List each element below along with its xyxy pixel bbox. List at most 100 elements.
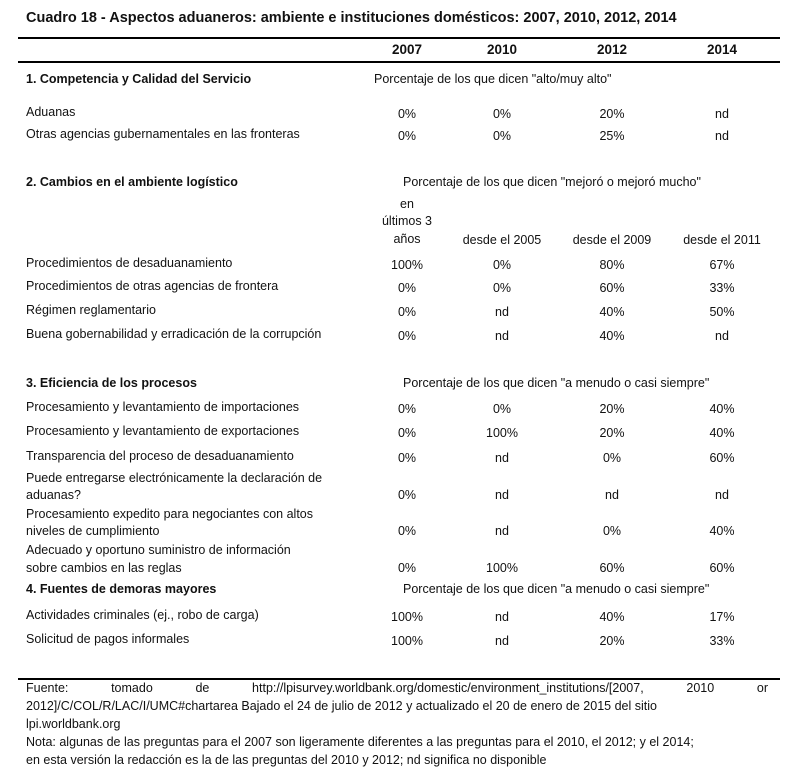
cell-value: 0% (602, 524, 622, 538)
cell-value: 50% (709, 305, 735, 319)
row-label: Otras agencias gubernamentales en las fr… (26, 127, 300, 141)
cell-value: 80% (599, 258, 625, 272)
section-title: 3. Eficiencia de los procesos (26, 376, 197, 390)
source-prefix: Fuente: tomado de (26, 681, 210, 695)
cell-value: 0% (397, 281, 417, 295)
source-rest: Bajado el 24 de julio de 2012 y actualiz… (237, 699, 657, 713)
row-label: Buena gobernabilidad y erradicación de l… (26, 327, 322, 341)
cell-value: 25% (599, 129, 625, 143)
cell-value: 0% (602, 451, 622, 465)
cell-value: nd (495, 305, 509, 319)
row-label: Solicitud de pagos informales (26, 632, 190, 646)
cell-value: 20% (599, 107, 625, 121)
cell-value: nd (715, 329, 729, 343)
cell-value: nd (495, 610, 509, 624)
cell-value: 60% (709, 561, 735, 575)
cell-value: 17% (709, 610, 735, 624)
cell-value: 20% (599, 426, 625, 440)
cell-value: 33% (709, 634, 735, 648)
year-header: 2010 (486, 42, 518, 57)
cell-value: 0% (397, 561, 417, 575)
period-header: en (400, 197, 414, 211)
cell-value: 0% (397, 524, 417, 538)
cell-value: 0% (397, 329, 417, 343)
row-label: Régimen reglamentario (26, 303, 156, 317)
cell-value: 0% (492, 281, 512, 295)
cell-value: nd (605, 488, 619, 502)
section-subtitle: Porcentaje de los que dicen "a menudo o … (403, 376, 710, 390)
cell-value: 0% (492, 402, 512, 416)
cell-value: 60% (599, 281, 625, 295)
row-label: Procesamiento y levantamiento de exporta… (26, 424, 300, 438)
cell-value: nd (495, 634, 509, 648)
cell-value: 67% (709, 258, 735, 272)
row-label: Puede entregarse electrónicamente la dec… (26, 471, 323, 485)
period-header: últimos 3 (381, 214, 433, 228)
cell-value: 100% (391, 258, 423, 272)
cell-value: 0% (397, 426, 417, 440)
footer-source-line1: Fuente: tomado de http://lpisurvey.world… (26, 679, 768, 697)
cell-value: 33% (709, 281, 735, 295)
cell-value: 60% (599, 561, 625, 575)
cell-value: 0% (397, 107, 417, 121)
cell-value: 40% (599, 329, 625, 343)
cell-value: 0% (397, 488, 417, 502)
period-header: desde el 2011 (683, 233, 761, 247)
cell-value: 40% (599, 305, 625, 319)
cell-value: 0% (397, 402, 417, 416)
cell-value: 0% (492, 258, 512, 272)
footer-note-line1: Nota: algunas de las preguntas para el 2… (26, 735, 694, 749)
cell-value: nd (495, 488, 509, 502)
cell-value: 40% (709, 426, 735, 440)
cell-value: 20% (599, 402, 625, 416)
footer-source-line2: 2012]/C/COL/R/LAC/I/UMC#chartarea Bajado… (26, 697, 768, 715)
cell-value: 0% (492, 129, 512, 143)
divider (18, 678, 780, 680)
cell-value: 100% (391, 634, 423, 648)
year-header: 2007 (391, 42, 423, 57)
row-label: Actividades criminales (ej., robo de car… (26, 608, 259, 622)
period-header: años (393, 232, 421, 246)
period-header: desde el 2005 (462, 233, 542, 247)
cell-value: 40% (709, 524, 735, 538)
cell-value: nd (495, 524, 509, 538)
cell-value: 0% (397, 305, 417, 319)
cell-value: 40% (599, 610, 625, 624)
footer-source-line3: lpi.worldbank.org (26, 717, 121, 731)
cell-value: 100% (486, 561, 518, 575)
cell-value: 40% (709, 402, 735, 416)
section-title: 1. Competencia y Calidad del Servicio (26, 72, 252, 86)
cell-value: 100% (486, 426, 518, 440)
row-label: Aduanas (26, 105, 76, 119)
section-title: 4. Fuentes de demoras mayores (26, 582, 217, 596)
cell-value: nd (495, 329, 509, 343)
section-subtitle: Porcentaje de los que dicen "a menudo o … (403, 582, 710, 596)
row-label: Procesamiento expedito para negociantes … (26, 507, 313, 521)
section-title: 2. Cambios en el ambiente logístico (26, 175, 238, 189)
row-label: Procedimientos de desaduanamiento (26, 256, 233, 270)
row-label: Adecuado y oportuno suministro de inform… (26, 543, 291, 557)
row-label: Procedimientos de otras agencias de fron… (26, 279, 279, 293)
row-label: aduanas? (26, 488, 81, 502)
row-label: Procesamiento y levantamiento de importa… (26, 400, 300, 414)
source-link[interactable]: http://lpisurvey.worldbank.org/domestic/… (252, 681, 768, 695)
source-link-cont[interactable]: 2012]/C/COL/R/LAC/I/UMC#chartarea (26, 699, 238, 713)
cell-value: 0% (397, 129, 417, 143)
divider (18, 37, 780, 39)
cell-value: 0% (397, 451, 417, 465)
divider (18, 61, 780, 63)
row-label: niveles de cumplimiento (26, 524, 160, 538)
cell-value: nd (715, 488, 729, 502)
section-subtitle: Porcentaje de los que dicen "alto/muy al… (374, 72, 612, 86)
section-subtitle: Porcentaje de los que dicen "mejoró o me… (403, 175, 701, 189)
row-label: sobre cambios en las reglas (26, 561, 182, 575)
cell-value: 0% (492, 107, 512, 121)
period-header: desde el 2009 (572, 233, 652, 247)
year-header: 2012 (596, 42, 628, 57)
cell-value: nd (715, 129, 729, 143)
year-header: 2014 (706, 42, 738, 57)
cell-value: nd (495, 451, 509, 465)
table-title: Cuadro 18 - Aspectos aduaneros: ambiente… (26, 10, 677, 26)
row-label: Transparencia del proceso de desaduanami… (26, 449, 294, 463)
cell-value: 60% (709, 451, 735, 465)
